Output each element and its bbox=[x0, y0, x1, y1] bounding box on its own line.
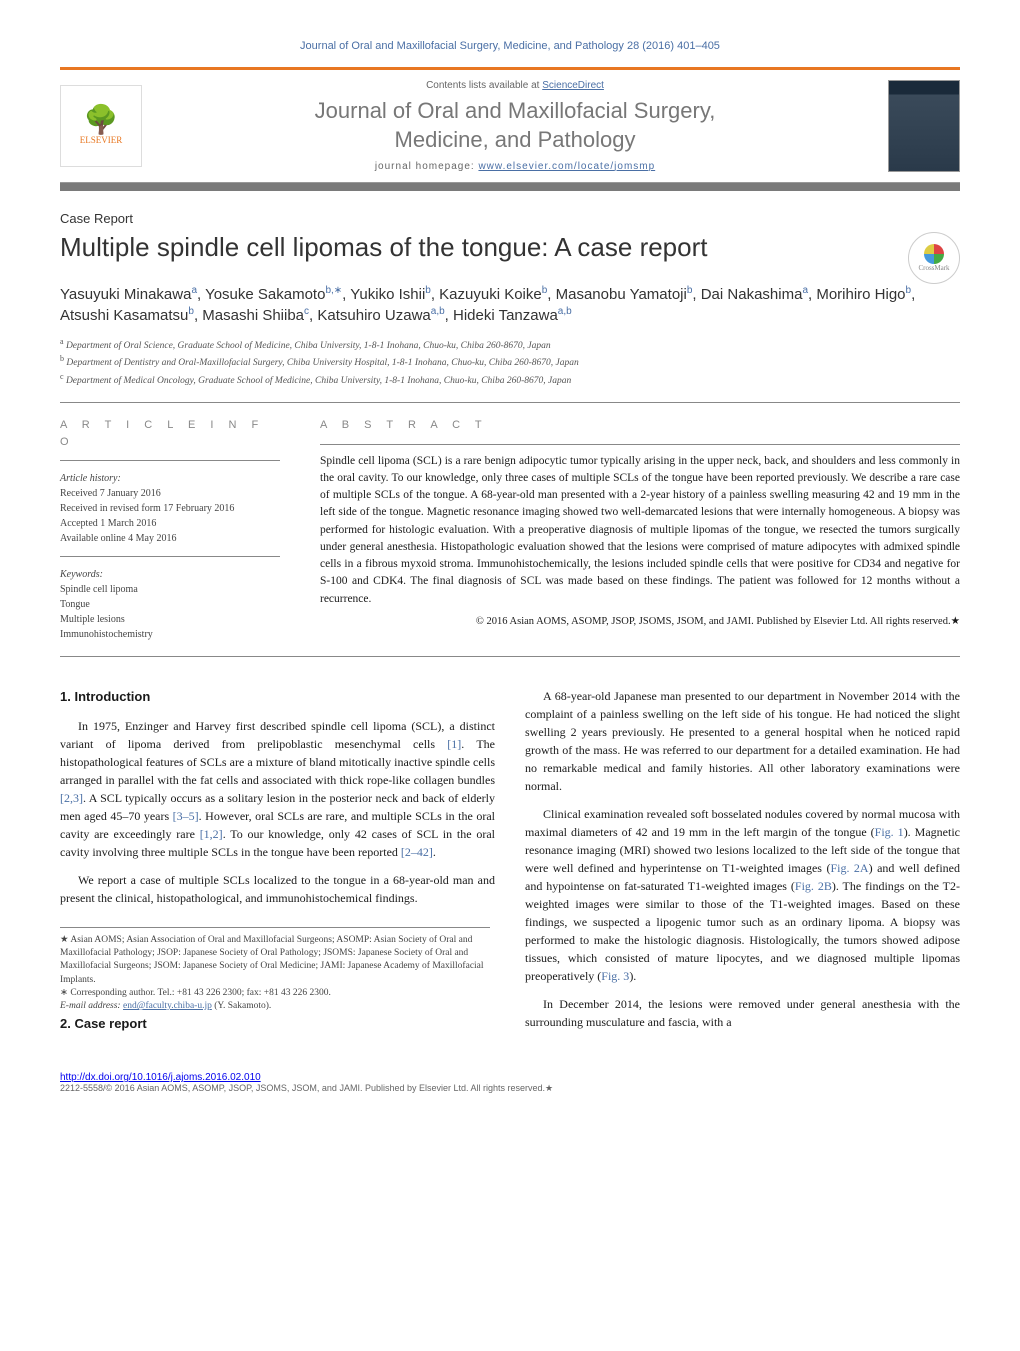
sciencedirect-link[interactable]: ScienceDirect bbox=[542, 80, 604, 91]
crossmark-label: CrossMark bbox=[918, 264, 949, 272]
keyword: Spindle cell lipoma bbox=[60, 582, 280, 597]
homepage-line: journal homepage: www.elsevier.com/locat… bbox=[142, 161, 888, 172]
intro-para-1: In 1975, Enzinger and Harvey first descr… bbox=[60, 717, 495, 861]
header-underbar bbox=[60, 183, 960, 191]
journal-title: Journal of Oral and Maxillofacial Surger… bbox=[142, 97, 888, 154]
keyword: Immunohistochemistry bbox=[60, 627, 280, 642]
history-revised: Received in revised form 17 February 201… bbox=[60, 501, 280, 516]
footnote-corresponding: ∗ Corresponding author. Tel.: +81 43 226… bbox=[60, 987, 490, 1000]
history-online: Available online 4 May 2016 bbox=[60, 531, 280, 546]
footnote-email: E-mail address: end@faculty.chiba-u.jp (… bbox=[60, 1000, 490, 1013]
email-label: E-mail address: bbox=[60, 1001, 123, 1011]
footnotes: ★ Asian AOMS; Asian Association of Oral … bbox=[60, 927, 490, 1014]
history-accepted: Accepted 1 March 2016 bbox=[60, 516, 280, 531]
title-row: Multiple spindle cell lipomas of the ton… bbox=[60, 232, 960, 284]
case-para-1: A 68-year-old Japanese man presented to … bbox=[525, 687, 960, 795]
homepage-prefix: journal homepage: bbox=[375, 161, 479, 172]
history-label: Article history: bbox=[60, 471, 280, 486]
email-suffix: (Y. Sakamoto). bbox=[212, 1001, 271, 1011]
crossmark-icon bbox=[924, 244, 944, 264]
intro-para-2: We report a case of multiple SCLs locali… bbox=[60, 871, 495, 907]
abstract-text: Spindle cell lipoma (SCL) is a rare beni… bbox=[320, 453, 960, 608]
contents-line: Contents lists available at ScienceDirec… bbox=[142, 80, 888, 91]
elsevier-logo: 🌳 ELSEVIER bbox=[60, 85, 142, 167]
article-title: Multiple spindle cell lipomas of the ton… bbox=[60, 232, 888, 263]
doi-copyright: 2212-5558/© 2016 Asian AOMS, ASOMP, JSOP… bbox=[60, 1083, 960, 1094]
section-heading-intro: 1. Introduction bbox=[60, 687, 495, 707]
divider bbox=[60, 460, 280, 461]
journal-page: Journal of Oral and Maxillofacial Surger… bbox=[0, 0, 1020, 1124]
abstract: A B S T R A C T Spindle cell lipoma (SCL… bbox=[320, 417, 960, 642]
abstract-heading: A B S T R A C T bbox=[320, 417, 960, 434]
contents-prefix: Contents lists available at bbox=[426, 80, 542, 91]
homepage-link[interactable]: www.elsevier.com/locate/jomsmp bbox=[478, 161, 655, 172]
journal-title-l2: Medicine, and Pathology bbox=[395, 127, 636, 152]
doi-link[interactable]: http://dx.doi.org/10.1016/j.ajoms.2016.0… bbox=[60, 1072, 261, 1083]
doi-block: http://dx.doi.org/10.1016/j.ajoms.2016.0… bbox=[60, 1072, 960, 1094]
journal-cover-thumbnail bbox=[888, 80, 960, 172]
article-body: 1. Introduction In 1975, Enzinger and Ha… bbox=[60, 687, 960, 1042]
crossmark-badge[interactable]: CrossMark bbox=[908, 232, 960, 284]
divider bbox=[60, 556, 280, 557]
divider bbox=[60, 656, 960, 657]
footnote-societies: ★ Asian AOMS; Asian Association of Oral … bbox=[60, 934, 490, 987]
journal-header: 🌳 ELSEVIER Contents lists available at S… bbox=[60, 67, 960, 183]
article-info: A R T I C L E I N F O Article history: R… bbox=[60, 417, 280, 642]
keyword: Multiple lesions bbox=[60, 612, 280, 627]
elsevier-tree-icon: 🌳 bbox=[84, 107, 119, 135]
journal-title-l1: Journal of Oral and Maxillofacial Surger… bbox=[315, 98, 716, 123]
affiliations: a Department of Oral Science, Graduate S… bbox=[60, 336, 960, 388]
header-center: Contents lists available at ScienceDirec… bbox=[142, 80, 888, 171]
history-received: Received 7 January 2016 bbox=[60, 486, 280, 501]
abstract-copyright: © 2016 Asian AOMS, ASOMP, JSOP, JSOMS, J… bbox=[320, 614, 960, 630]
keywords-label: Keywords: bbox=[60, 567, 280, 582]
corresponding-email-link[interactable]: end@faculty.chiba-u.jp bbox=[123, 1001, 212, 1011]
keyword: Tongue bbox=[60, 597, 280, 612]
case-para-3: In December 2014, the lesions were remov… bbox=[525, 995, 960, 1031]
info-abstract-block: A R T I C L E I N F O Article history: R… bbox=[60, 403, 960, 656]
info-heading: A R T I C L E I N F O bbox=[60, 417, 280, 450]
case-para-2: Clinical examination revealed soft bosse… bbox=[525, 805, 960, 985]
running-head: Journal of Oral and Maxillofacial Surger… bbox=[60, 40, 960, 52]
publisher-name: ELSEVIER bbox=[80, 135, 123, 145]
divider bbox=[320, 444, 960, 445]
article-type: Case Report bbox=[60, 211, 960, 226]
section-heading-case: 2. Case report bbox=[60, 1014, 495, 1034]
authors-list: Yasuyuki Minakawaa, Yosuke Sakamotob,∗, … bbox=[60, 284, 960, 326]
